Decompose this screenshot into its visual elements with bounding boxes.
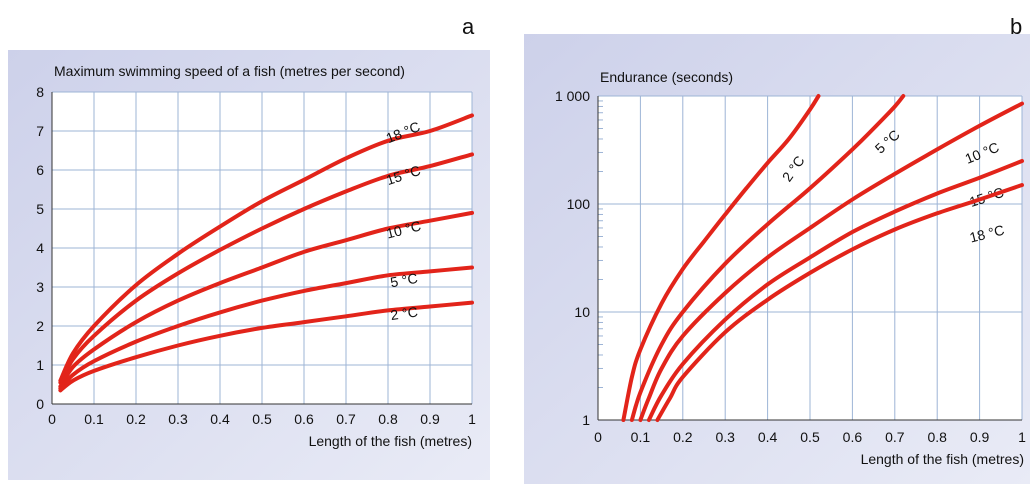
y-tick-label: 4 (36, 240, 44, 256)
y-tick-label: 3 (36, 279, 44, 295)
y-tick-label: 2 (36, 318, 44, 334)
y-tick-label: 6 (36, 162, 44, 178)
y-tick-label: 8 (36, 84, 44, 100)
panel-letter-a: a (462, 14, 475, 39)
series-line (58, 265, 474, 391)
x-axis-label: Length of the fish (metres) (861, 451, 1024, 467)
series-line (58, 152, 474, 385)
x-tick-label: 0 (48, 411, 56, 427)
y-tick-label: 1 (36, 357, 44, 373)
x-tick-label: 0.5 (252, 411, 272, 427)
series-label: 5 °C (389, 270, 419, 291)
panel-letter-b: b (1010, 14, 1023, 39)
x-tick-label: 1 (468, 411, 476, 427)
series-line (646, 159, 1024, 422)
panel-b: b 0 0.1 0.2 0.3 0.4 0.5 0.6 0.7 0.8 0.9 1 1 10 100 1 0… (520, 0, 1030, 484)
y-tick-label: 1 (582, 412, 590, 428)
y-tick-label: 5 (36, 201, 44, 217)
panel-a: a 0 0.1 0.2 0.3 0.4 0.5 0.6 0.7 0.8 0.9 1 0 1 2 3 4 5 6 7 8… (0, 0, 500, 484)
y-axis-label: Maximum swimming speed of a fish (metres… (54, 63, 405, 79)
series-line (621, 94, 821, 422)
y-tick-label: 100 (567, 196, 591, 212)
y-tick-label: 10 (574, 304, 590, 320)
x-tick-label: 0.9 (420, 411, 440, 427)
y-axis-label: Endurance (seconds) (600, 69, 733, 85)
chart-a: 0 0.1 0.2 0.3 0.4 0.5 0.6 0.7 0.8 0.9 1 0 1 2 3 4 5 6 7 8 Ma… (8, 50, 490, 480)
x-tick-label: 0.9 (970, 429, 990, 445)
x-tick-label: 1 (1018, 429, 1026, 445)
series-line (655, 183, 1024, 422)
series-line (58, 210, 474, 389)
x-tick-label: 0.5 (800, 429, 820, 445)
x-tick-label: 0.4 (210, 411, 230, 427)
x-tick-label: 0.4 (758, 429, 778, 445)
x-tick-label: 0.3 (715, 429, 735, 445)
series-line (638, 101, 1024, 422)
x-tick-label: 0.7 (336, 411, 356, 427)
series-line (58, 113, 474, 383)
x-tick-label: 0.8 (378, 411, 398, 427)
x-tick-label: 0.1 (631, 429, 651, 445)
x-tick-label: 0.2 (673, 429, 693, 445)
y-tick-label: 7 (36, 123, 44, 139)
y-tick-label: 1 000 (555, 88, 590, 104)
series-line (58, 300, 474, 393)
x-tick-label: 0.6 (843, 429, 863, 445)
chart-b: 0 0.1 0.2 0.3 0.4 0.5 0.6 0.7 0.8 0.9 1 1 10 100 1 000… (524, 34, 1030, 484)
x-tick-label: 0.7 (885, 429, 905, 445)
y-tick-label: 0 (36, 396, 44, 412)
x-tick-label: 0.6 (294, 411, 314, 427)
x-tick-label: 0.3 (168, 411, 188, 427)
x-tick-label: 0.2 (126, 411, 146, 427)
series-line (629, 94, 906, 422)
x-tick-label: 0.1 (84, 411, 104, 427)
x-tick-label: 0.8 (927, 429, 947, 445)
series-label: 2 °C (389, 303, 418, 323)
x-axis-label: Length of the fish (metres) (309, 433, 472, 449)
x-tick-label: 0 (594, 429, 602, 445)
